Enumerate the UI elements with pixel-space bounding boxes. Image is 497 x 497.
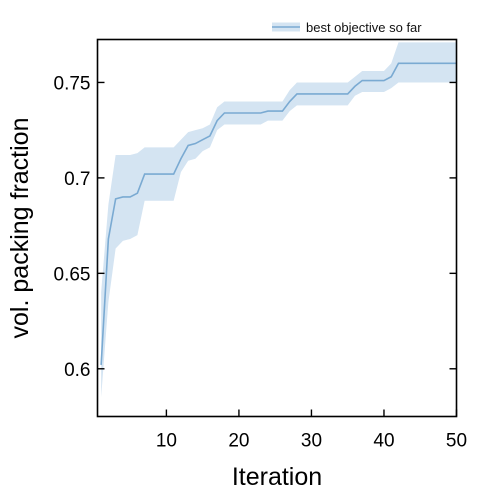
y-tick-label: 0.6 xyxy=(64,360,90,381)
x-axis-title: Iteration xyxy=(232,463,322,491)
x-tick-label: 40 xyxy=(373,431,394,452)
x-tick-label: 30 xyxy=(301,431,322,452)
plot-frame xyxy=(96,38,458,418)
confidence-band xyxy=(101,42,457,398)
x-tick-label: 20 xyxy=(228,431,249,452)
y-axis-title: vol. packing fraction xyxy=(6,118,34,339)
x-tick-label: 50 xyxy=(446,431,467,452)
y-tick-label: 0.65 xyxy=(54,264,91,285)
y-tick-label: 0.75 xyxy=(54,73,91,94)
series-line xyxy=(100,62,457,366)
y-tick-label: 0.7 xyxy=(64,169,90,190)
legend-entry: best objective so far xyxy=(306,20,422,35)
legend: best objective so far xyxy=(272,20,422,35)
x-tick-label: 10 xyxy=(156,431,177,452)
